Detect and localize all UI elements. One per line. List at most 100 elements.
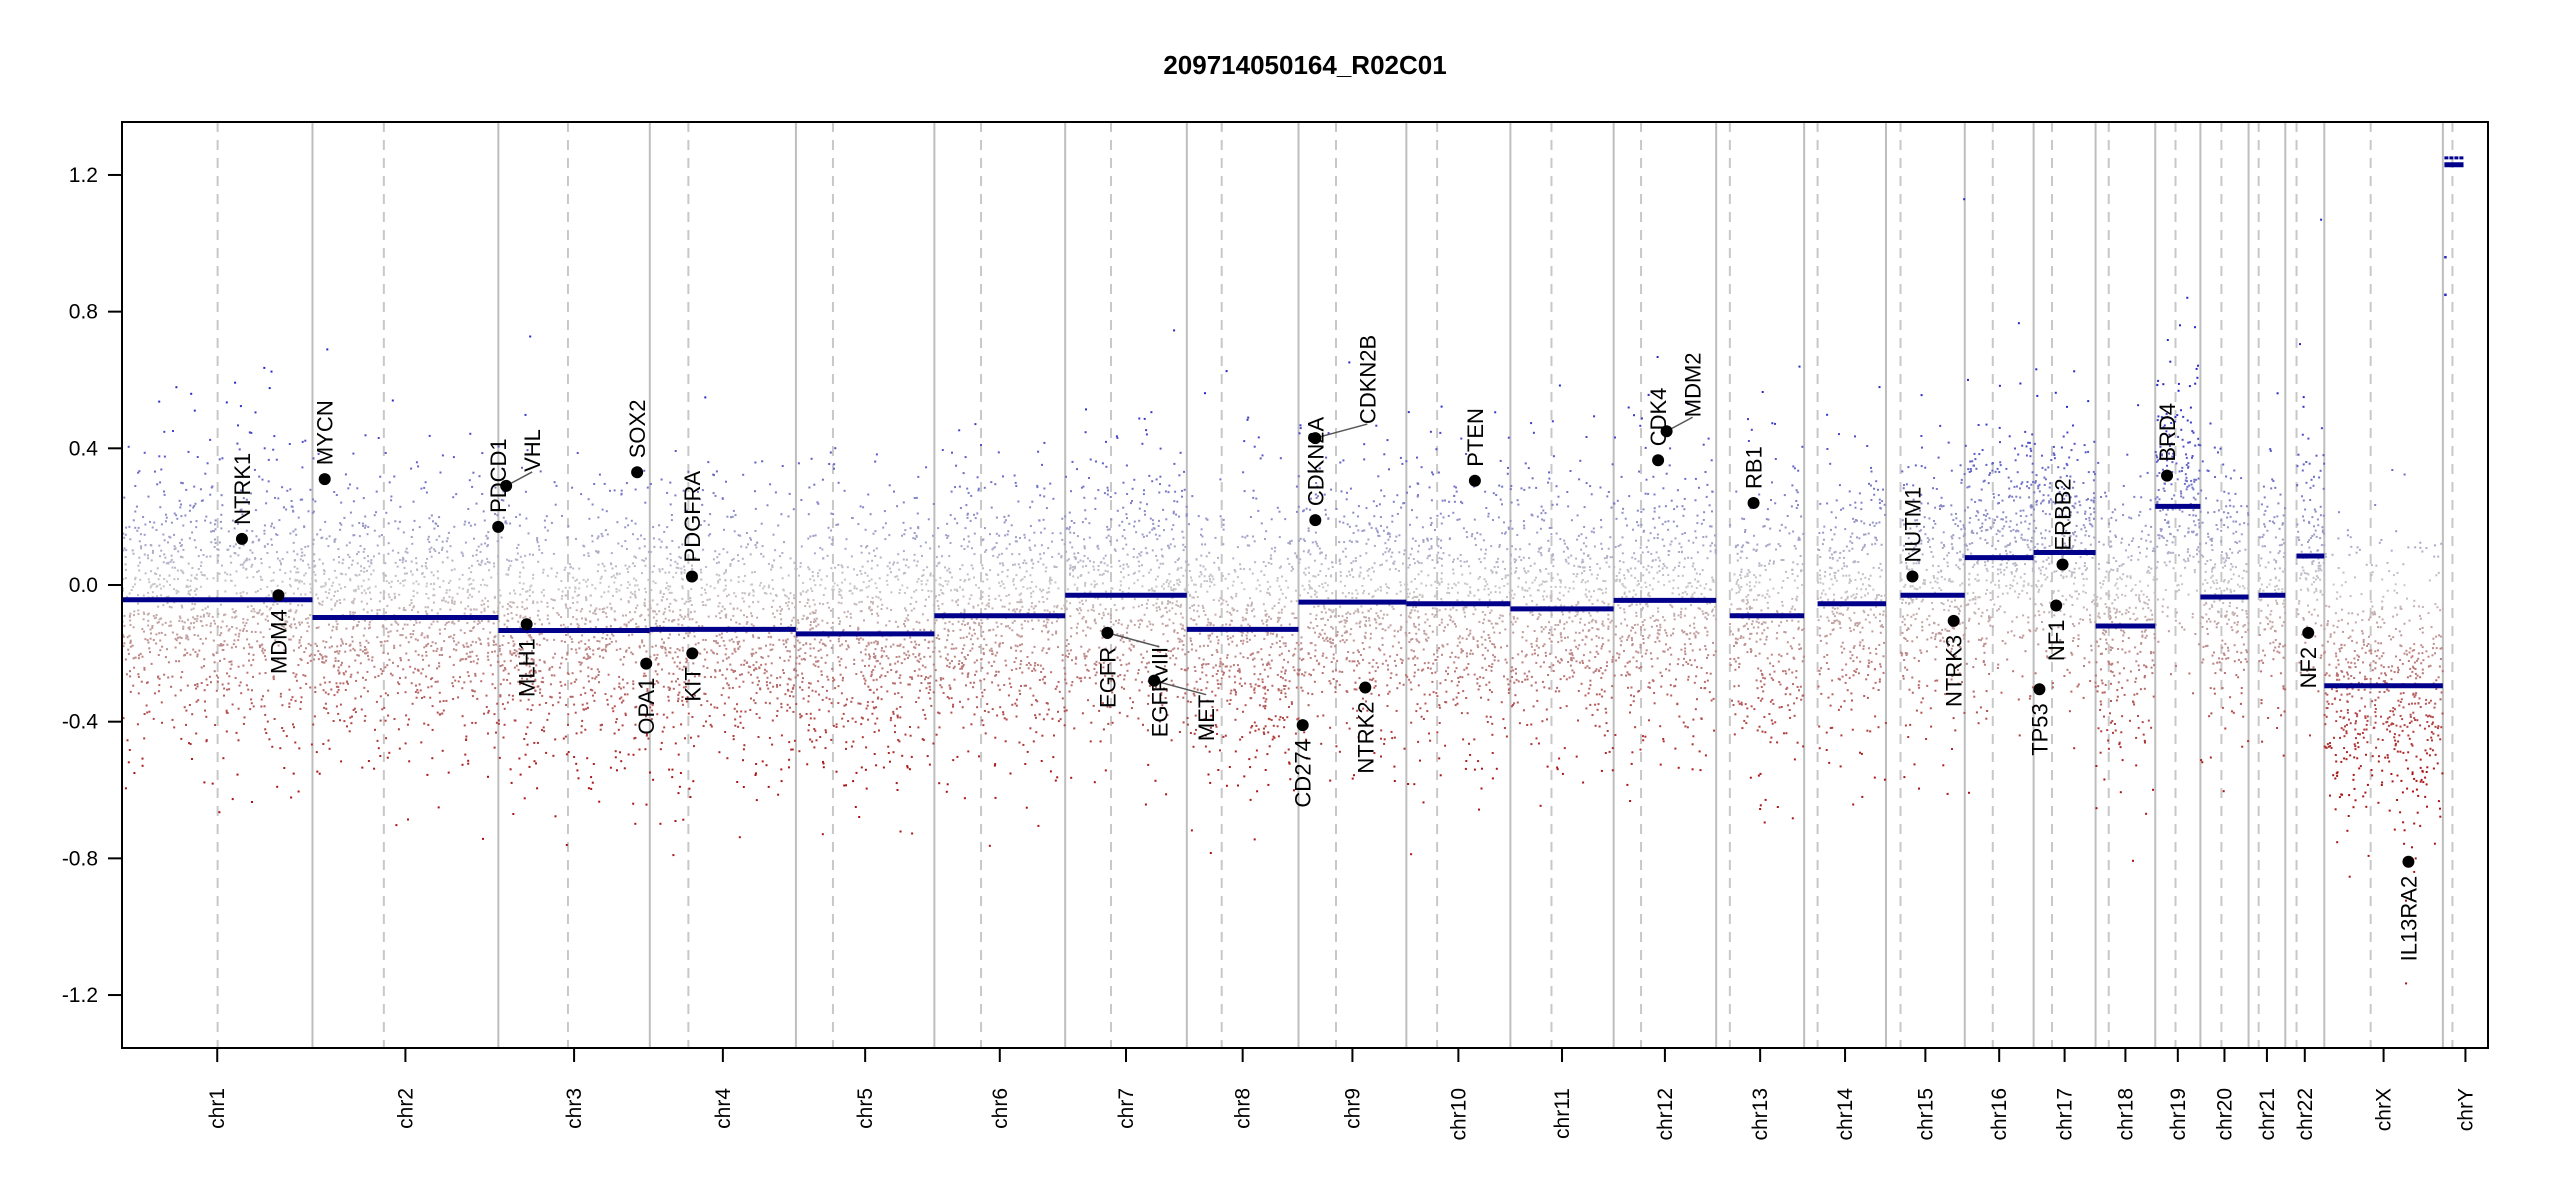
probe-point [340,638,343,641]
probe-point [1014,702,1017,705]
probe-point [973,532,976,535]
probe-point [636,604,639,607]
probe-point [1045,566,1048,569]
probe-point [691,564,693,567]
probe-point [591,781,594,784]
probe-point [817,572,819,575]
probe-point [297,587,299,590]
probe-point [501,605,504,608]
probe-point [1031,628,1034,630]
probe-point [455,649,458,652]
probe-point [317,626,320,629]
probe-point [925,687,928,690]
probe-point [123,614,126,617]
probe-point [783,541,785,544]
probe-point [180,544,183,547]
probe-point [203,658,206,661]
probe-point [508,559,510,562]
probe-point [378,608,381,611]
probe-point [998,645,1001,648]
probe-point [666,716,669,719]
probe-point [942,617,945,620]
probe-point [397,728,400,731]
probe-point [663,530,666,533]
probe-point [483,607,486,610]
probe-point [1010,686,1013,689]
probe-point [778,638,781,641]
probe-point [538,545,540,548]
probe-point [613,687,616,690]
probe-point [587,646,590,648]
probe-point [507,603,510,605]
probe-point [307,625,310,628]
probe-point [467,578,470,581]
probe-point [367,560,370,563]
probe-point [212,577,215,580]
probe-point [677,753,680,756]
probe-point [753,669,756,672]
probe-point [756,676,759,679]
probe-point [1022,743,1025,746]
probe-point [620,489,623,492]
probe-point [966,675,969,678]
probe-point [948,697,951,700]
probe-point [134,576,137,579]
probe-point [380,672,383,675]
probe-point [654,644,657,647]
probe-point [1001,562,1004,565]
probe-point [210,486,213,489]
probe-point [158,618,161,621]
probe-point [788,650,791,653]
probe-point [201,608,204,611]
probe-point [651,599,654,602]
probe-point [264,658,267,661]
probe-point [973,513,975,516]
probe-point [484,562,487,565]
probe-point [265,732,268,734]
probe-point [467,762,470,765]
probe-point [851,697,854,700]
probe-point [388,582,391,584]
probe-point [1002,711,1005,714]
probe-point [866,545,869,547]
probe-point [702,665,705,668]
probe-point [429,696,432,699]
probe-point [339,602,342,604]
probe-point [791,619,794,622]
probe-point [325,707,328,710]
probe-point [1003,586,1006,589]
probe-point [1032,607,1035,610]
probe-point [493,746,496,749]
probe-point [644,501,647,504]
probe-point [395,621,398,624]
probe-point [661,647,664,649]
probe-point [627,601,630,604]
probe-point [995,634,998,637]
probe-point [867,585,870,588]
probe-point [1046,609,1049,612]
probe-point [546,614,549,617]
probe-point [447,531,450,534]
probe-point [969,627,971,630]
probe-point [729,663,732,666]
probe-point [284,592,287,595]
probe-point [477,620,480,622]
probe-point [1014,563,1017,566]
probe-point [748,605,751,608]
probe-point [899,830,902,833]
probe-point [333,594,336,597]
probe-point [150,662,153,665]
probe-point [324,681,327,684]
probe-point [907,650,910,653]
probe-point [649,567,651,569]
probe-point [701,489,704,492]
probe-point [772,533,775,536]
probe-point [835,770,838,773]
probe-point [842,712,845,715]
probe-point [274,623,276,626]
probe-point [466,622,469,625]
probe-point [245,592,248,595]
probe-point [618,675,621,678]
probe-point [209,493,212,496]
probe-point [538,703,541,706]
